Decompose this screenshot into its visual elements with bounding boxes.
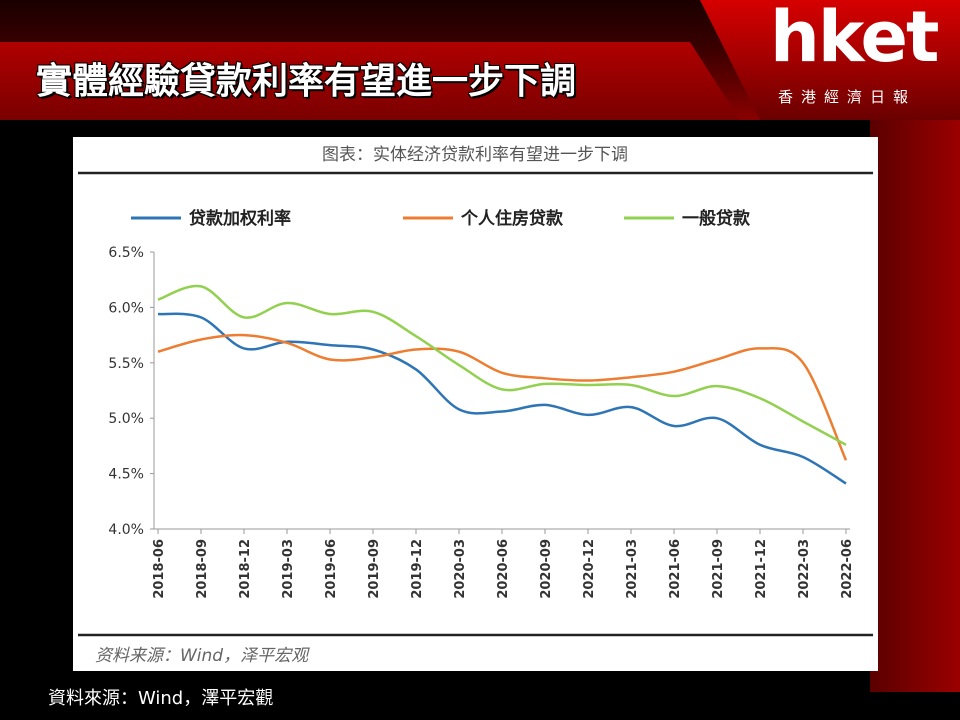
x-tick-label: 2021-09 bbox=[711, 539, 726, 599]
logo-subtitle: 香港經濟日報 bbox=[778, 88, 917, 106]
chart-legend: 贷款加权利率 个人住房贷款 一般贷款 bbox=[131, 208, 751, 229]
banner-red-shape bbox=[0, 42, 740, 120]
x-tick-label: 2020-03 bbox=[453, 539, 468, 599]
x-tick-label: 2019-06 bbox=[324, 539, 339, 599]
x-tick-label: 2021-12 bbox=[754, 539, 769, 599]
x-tick-label: 2021-06 bbox=[668, 539, 683, 599]
x-tick-label: 2021-03 bbox=[625, 539, 640, 599]
x-tick-label: 2018-06 bbox=[152, 539, 167, 599]
x-tick-label: 2020-06 bbox=[496, 539, 511, 599]
legend-label: 贷款加权利率 bbox=[189, 208, 291, 229]
x-tick-label: 2022-03 bbox=[797, 539, 812, 599]
source-caption: 資料來源：Wind，澤平宏觀 bbox=[48, 688, 274, 709]
x-tick-label: 2022-06 bbox=[840, 539, 855, 599]
y-tick-label: 4.5% bbox=[108, 467, 144, 483]
logo-text: hket bbox=[770, 0, 939, 78]
legend-label: 一般贷款 bbox=[682, 208, 751, 229]
chart-title: 图表：实体经济贷款利率有望进一步下调 bbox=[322, 145, 628, 165]
x-tick-label: 2019-09 bbox=[367, 539, 382, 599]
page-title: 實體經驗貸款利率有望進一步下調 bbox=[36, 61, 577, 102]
right-red-band bbox=[870, 120, 960, 692]
series-line bbox=[157, 284, 847, 446]
x-tick-label: 2020-09 bbox=[539, 539, 554, 599]
y-tick-label: 4.0% bbox=[108, 522, 144, 538]
line-chart: 图表：实体经济贷款利率有望进一步下调 贷款加权利率 个人住房贷款 一般贷款 4.0%… bbox=[78, 145, 873, 666]
series-line bbox=[157, 333, 848, 461]
y-tick-label: 5.5% bbox=[108, 356, 144, 372]
x-tick-label: 2018-09 bbox=[195, 539, 210, 599]
x-tick-label: 2019-03 bbox=[281, 539, 296, 599]
chart-source-note: 资料来源：Wind，泽平宏观 bbox=[95, 646, 310, 666]
y-axis: 4.0% 4.5% 5.0% 5.5% 6.0% 6.5% bbox=[108, 245, 155, 538]
hket-logo: hket 香港經濟日報 bbox=[770, 2, 950, 108]
y-tick-label: 6.0% bbox=[108, 300, 144, 316]
x-tick-label: 2018-12 bbox=[238, 539, 253, 599]
x-tick-label: 2019-12 bbox=[410, 539, 425, 599]
series-lines bbox=[157, 284, 848, 485]
legend-label: 个人住房贷款 bbox=[460, 208, 564, 229]
chart-panel: 图表：实体经济贷款利率有望进一步下调 贷款加权利率 个人住房贷款 一般贷款 4.0%… bbox=[73, 137, 878, 671]
x-tick-label: 2020-12 bbox=[582, 539, 597, 599]
series-line bbox=[157, 312, 847, 485]
y-tick-label: 5.0% bbox=[108, 411, 144, 427]
header-banner: 實體經驗貸款利率有望進一步下調 hket 香港經濟日報 bbox=[0, 0, 960, 120]
y-tick-label: 6.5% bbox=[108, 245, 144, 261]
x-axis: 2018-06 2018-09 2018-12 2019-03 2019-06 2019-… bbox=[152, 528, 855, 599]
